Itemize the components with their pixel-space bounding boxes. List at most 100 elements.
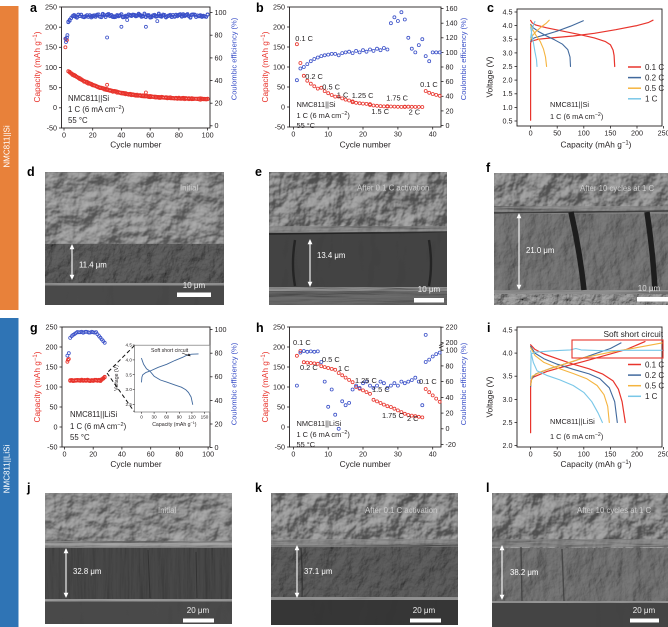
svg-text:0: 0 <box>291 130 295 139</box>
svg-text:50: 50 <box>277 82 285 91</box>
svg-text:100: 100 <box>215 325 227 334</box>
svg-text:2 C: 2 C <box>407 414 419 423</box>
svg-text:20: 20 <box>215 419 223 428</box>
svg-text:3.5: 3.5 <box>503 35 513 44</box>
svg-text:55 °C: 55 °C <box>297 440 316 449</box>
svg-text:Voltage (V): Voltage (V) <box>485 376 495 417</box>
svg-text:250: 250 <box>273 2 285 11</box>
svg-text:0.2 C: 0.2 C <box>645 371 664 380</box>
svg-text:i: i <box>487 321 490 335</box>
svg-text:40: 40 <box>118 450 126 459</box>
svg-text:60: 60 <box>147 450 155 459</box>
svg-text:0.1 C: 0.1 C <box>419 377 437 386</box>
svg-text:100: 100 <box>202 450 214 459</box>
svg-text:1 C (6 mA cm−2): 1 C (6 mA cm−2) <box>70 422 127 431</box>
svg-text:1.75 C: 1.75 C <box>382 411 404 420</box>
svg-text:0.2 C: 0.2 C <box>300 363 318 372</box>
svg-text:2 C: 2 C <box>409 107 421 116</box>
svg-text:50: 50 <box>50 402 58 411</box>
svg-text:0: 0 <box>54 422 58 431</box>
svg-text:Cycle number: Cycle number <box>110 140 161 150</box>
svg-text:c: c <box>487 1 494 15</box>
svg-text:l: l <box>486 481 489 495</box>
svg-text:Coulombic efficiency (%): Coulombic efficiency (%) <box>459 342 468 425</box>
svg-text:200: 200 <box>45 23 57 32</box>
svg-text:13.4 μm: 13.4 μm <box>317 251 345 260</box>
svg-text:250: 250 <box>273 322 285 331</box>
svg-text:20: 20 <box>359 130 367 139</box>
svg-text:1 C (6 mA cm−2): 1 C (6 mA cm−2) <box>68 105 125 114</box>
svg-text:4.0: 4.0 <box>503 349 513 358</box>
svg-text:60: 60 <box>215 372 223 381</box>
svg-text:j: j <box>26 481 30 495</box>
svg-text:10: 10 <box>324 130 332 139</box>
svg-text:1.5 C: 1.5 C <box>371 107 389 116</box>
svg-text:0: 0 <box>215 443 219 452</box>
svg-text:0.1 C: 0.1 C <box>295 34 313 43</box>
svg-text:100: 100 <box>202 131 214 140</box>
svg-text:32.8 μm: 32.8 μm <box>73 567 101 576</box>
svg-text:150: 150 <box>273 42 285 51</box>
svg-text:200: 200 <box>273 342 285 351</box>
svg-text:40: 40 <box>446 393 454 402</box>
svg-text:NMC811||Si: NMC811||Si <box>550 100 589 109</box>
svg-text:40: 40 <box>215 76 223 85</box>
svg-text:150: 150 <box>201 414 209 419</box>
svg-text:0: 0 <box>529 129 533 138</box>
svg-text:0.5 C: 0.5 C <box>322 355 340 364</box>
svg-text:1 C: 1 C <box>645 392 658 401</box>
svg-text:4.5: 4.5 <box>126 343 133 348</box>
svg-text:0.5 C: 0.5 C <box>645 382 664 391</box>
svg-text:160: 160 <box>446 4 458 13</box>
svg-text:100: 100 <box>46 382 58 391</box>
svg-text:Cycle number: Cycle number <box>110 459 161 469</box>
svg-text:Coulombic efficiency (%): Coulombic efficiency (%) <box>230 17 239 100</box>
svg-text:10 μm: 10 μm <box>183 281 206 290</box>
svg-text:200: 200 <box>273 22 285 31</box>
svg-text:-50: -50 <box>275 122 285 131</box>
svg-text:40: 40 <box>429 450 437 459</box>
svg-text:150: 150 <box>273 362 285 371</box>
svg-text:0: 0 <box>62 131 66 140</box>
svg-text:220: 220 <box>446 323 458 332</box>
svg-text:1 C (6 mA cm−2): 1 C (6 mA cm−2) <box>550 112 603 121</box>
svg-text:a: a <box>30 1 38 15</box>
svg-text:55 °C: 55 °C <box>68 116 88 125</box>
svg-text:40: 40 <box>117 131 125 140</box>
svg-text:20: 20 <box>446 409 454 418</box>
svg-text:0: 0 <box>446 121 450 130</box>
svg-text:3.0: 3.0 <box>503 48 513 57</box>
svg-text:2.0: 2.0 <box>503 76 513 85</box>
svg-text:40: 40 <box>215 396 223 405</box>
svg-text:30: 30 <box>394 130 402 139</box>
svg-text:1.5 C: 1.5 C <box>372 385 390 394</box>
svg-text:140: 140 <box>446 19 458 28</box>
svg-text:g: g <box>30 321 38 335</box>
svg-text:Capacity (mAh g−1): Capacity (mAh g−1) <box>561 459 632 469</box>
svg-text:30: 30 <box>152 414 158 419</box>
svg-text:e: e <box>255 165 262 179</box>
svg-text:60: 60 <box>164 414 170 419</box>
svg-text:After 10 cycles at 1 C: After 10 cycles at 1 C <box>577 506 651 515</box>
svg-text:-50: -50 <box>275 442 285 451</box>
svg-text:1.25 C: 1.25 C <box>352 91 374 100</box>
svg-text:2.0: 2.0 <box>503 441 513 450</box>
svg-text:1 C: 1 C <box>645 95 658 104</box>
svg-text:100: 100 <box>578 450 590 459</box>
svg-text:2.5: 2.5 <box>126 402 133 407</box>
svg-text:40: 40 <box>429 130 437 139</box>
svg-text:Capacity (mAh g−1): Capacity (mAh g−1) <box>32 31 42 102</box>
svg-text:1 C: 1 C <box>337 91 349 100</box>
svg-text:3.0: 3.0 <box>503 395 513 404</box>
svg-text:30: 30 <box>394 450 402 459</box>
svg-text:60: 60 <box>446 377 454 386</box>
svg-text:Voltage (V): Voltage (V) <box>485 56 495 97</box>
svg-text:0: 0 <box>281 422 285 431</box>
svg-text:3.5: 3.5 <box>503 372 513 381</box>
svg-text:10: 10 <box>324 450 332 459</box>
svg-text:-50: -50 <box>47 442 57 451</box>
svg-text:0.1 C: 0.1 C <box>420 80 438 89</box>
svg-text:100: 100 <box>446 48 458 57</box>
svg-text:20 μm: 20 μm <box>413 606 436 615</box>
svg-text:3.0: 3.0 <box>126 387 133 392</box>
